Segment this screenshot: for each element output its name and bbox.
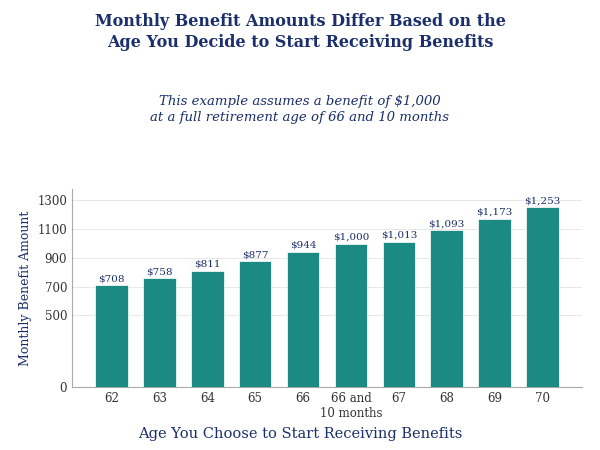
Text: Age You Choose to Start Receiving Benefits: Age You Choose to Start Receiving Benefi… xyxy=(138,427,462,441)
Bar xyxy=(95,285,128,387)
Bar xyxy=(383,242,415,387)
Text: $944: $944 xyxy=(290,241,316,250)
Text: Monthly Benefit Amounts Differ Based on the
Age You Decide to Start Receiving Be: Monthly Benefit Amounts Differ Based on … xyxy=(95,14,505,51)
Text: $877: $877 xyxy=(242,251,268,260)
Bar xyxy=(287,252,319,387)
Text: $1,253: $1,253 xyxy=(524,197,561,206)
Text: $1,173: $1,173 xyxy=(476,208,513,217)
Text: $811: $811 xyxy=(194,260,221,269)
Text: $1,000: $1,000 xyxy=(333,233,369,242)
Bar xyxy=(430,230,463,387)
Y-axis label: Monthly Benefit Amount: Monthly Benefit Amount xyxy=(19,210,32,366)
Bar xyxy=(335,243,367,387)
Bar xyxy=(143,278,176,387)
Text: $1,013: $1,013 xyxy=(380,231,417,240)
Bar xyxy=(526,207,559,387)
Text: This example assumes a benefit of $1,000
at a full retirement age of 66 and 10 m: This example assumes a benefit of $1,000… xyxy=(151,94,449,125)
Bar xyxy=(478,219,511,387)
Text: $708: $708 xyxy=(98,274,125,284)
Bar xyxy=(191,270,224,387)
Text: $1,093: $1,093 xyxy=(428,220,465,229)
Text: $758: $758 xyxy=(146,267,173,276)
Bar xyxy=(239,261,271,387)
